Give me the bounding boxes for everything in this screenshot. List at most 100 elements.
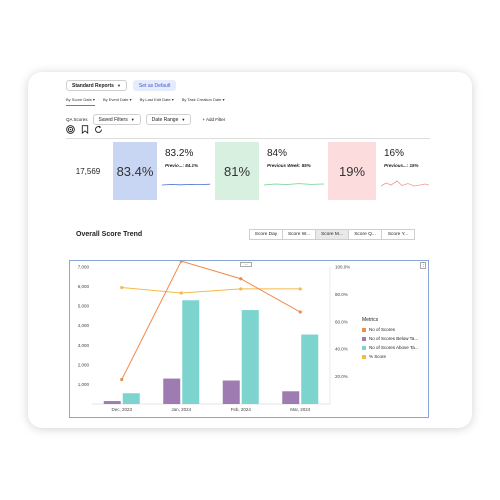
drag-handle[interactable]: ⋯ [240,262,252,267]
legend-swatch [362,345,366,350]
no-of-scores-point [298,310,302,314]
y-tick-label: 7,000 [78,265,90,270]
section-divider [66,138,430,139]
pct-score-point [179,291,183,295]
sparkline [263,183,325,186]
date-tabs: By Score Date ▾ By Event Date ▾ By Last … [66,97,225,106]
chevron-down-icon: ▾ [92,97,95,102]
comparison-value: 85% [301,163,311,168]
legend-label: No of Scores [369,327,396,332]
saved-filters-label: Saved Filters [98,116,128,123]
kpi-card[interactable]: 84% Previous Week: 85% [263,142,325,200]
legend-item-above[interactable]: No of Scores Above Ta... [362,345,418,350]
total-scores-kpi: 17,569 [75,166,101,176]
bar-below-target [222,380,240,404]
comparison-label: Previous Week: [267,163,301,168]
bar-below-target [163,378,181,404]
kpi-value: 83.2% [165,148,194,159]
bar-above-target [182,300,200,404]
filter-bar: QA Scores Saved Filters ▼ Date Range ▼ +… [66,114,225,125]
kpi-card[interactable]: 16% Previous...: 15% [380,142,430,200]
kpi-comparison: Previous...: 15% [384,163,419,168]
bar-above-target [301,334,319,404]
legend-title: Metrics [362,317,379,323]
y2-tick-label: 100.0% [335,265,350,270]
bar-above-target [122,393,140,404]
tab-label: By Score Date [66,97,92,102]
bookmark-icon[interactable] [80,125,89,134]
y2-tick-label: 20.0% [335,374,348,379]
pct-score-point [298,287,302,291]
date-range-select[interactable]: Date Range ▼ [145,114,192,125]
set-default-button[interactable]: Set as Default [132,80,177,91]
trend-chart: 7,000 6,000 5,000 4,000 3,000 2,000 1,000 100.0… [69,260,429,418]
refresh-icon[interactable] [94,125,103,134]
tab-score-date[interactable]: By Score Date ▾ [66,97,95,106]
comparison-value: 15% [409,163,419,168]
legend-swatch [362,354,366,359]
report-select[interactable]: Standard Reports ▼ [66,80,127,91]
chevron-down-icon: ▾ [222,97,225,102]
score-week-button[interactable]: Score W... [282,229,316,240]
y2-tick-label: 60.0% [335,319,348,324]
action-icons [66,125,103,134]
tab-label: By Event Date [102,97,129,102]
y2-tick-label: 40.0% [335,347,348,352]
qa-scores-label: QA Scores [66,117,88,122]
chevron-down-icon: ▾ [129,97,132,102]
kpi-value: 16% [384,148,405,159]
tab-event-date[interactable]: By Event Date ▾ [103,97,132,106]
report-toolbar: Standard Reports ▼ Set as Default [66,80,177,91]
add-filter-button[interactable]: + Add Filter [202,117,226,122]
no-of-scores-point [239,277,243,281]
kpi-value: 84% [267,148,288,159]
legend-swatch [362,327,366,332]
score-kpi-tile[interactable]: 83.4% [113,142,157,200]
x-tick-label: Jan, 2024 [171,407,191,412]
chevron-down-icon: ▼ [130,117,135,122]
legend-label: % Score [369,354,387,359]
legend-label: No of Scores Below Ta... [369,336,419,341]
score-day-button[interactable]: Score Day [249,229,283,240]
pct-score-point [120,285,124,290]
legend-swatch [362,336,366,341]
target-icon[interactable] [66,125,75,134]
score-year-button[interactable]: Score Y... [381,229,415,240]
app-window: Standard Reports ▼ Set as Default By Sco… [28,72,472,428]
chevron-down-icon: ▾ [171,97,174,102]
no-of-scores-point [120,377,124,382]
legend-item-below[interactable]: No of Scores Below Ta... [362,336,418,341]
y2-tick-label: 80.0% [335,292,348,297]
chart-plot: 7,000 6,000 5,000 4,000 3,000 2,000 1,000 100.0… [78,261,350,412]
y-tick-label: 4,000 [78,323,90,328]
more-options-icon[interactable]: ⋮ [420,262,426,269]
kpi-card[interactable]: 83.2% Previo...: 84.1% [161,142,211,200]
legend-label: No of Scores Above Ta... [369,345,419,350]
comparison-value: 84.1% [185,163,199,168]
saved-filters-select[interactable]: Saved Filters ▼ [92,114,141,125]
report-select-label: Standard Reports [72,82,114,89]
sparkline [380,180,430,187]
score-month-button[interactable]: Score M... [315,229,349,240]
legend-item-pct[interactable]: % Score [362,354,418,359]
bar-below-target [282,391,300,404]
tab-label: By Task Creation Date [181,97,222,102]
kpi-comparison: Previo...: 84.1% [165,163,198,168]
pct-score-point [239,287,243,291]
tile-19[interactable]: 19% [328,142,376,200]
tile-81[interactable]: 81% [215,142,259,200]
legend-item-scores[interactable]: No of Scores [362,327,418,332]
chevron-down-icon: ▼ [181,117,186,122]
tab-task-creation-date[interactable]: By Task Creation Date ▾ [182,97,225,106]
kpi-comparison: Previous Week: 85% [267,163,311,168]
comparison-label: Previous...: [384,163,409,168]
comparison-label: Previo...: [165,163,185,168]
x-tick-label: Feb, 2024 [231,407,252,412]
tab-last-edit-date[interactable]: By Last Edit Date ▾ [140,97,174,106]
y-tick-label: 2,000 [78,362,90,367]
date-range-label: Date Range [151,116,179,123]
score-quarter-button[interactable]: Score Q... [348,229,382,240]
bar-below-target [103,401,121,404]
x-tick-label: Dec, 2023 [111,407,132,412]
chevron-down-icon: ▼ [116,83,121,88]
